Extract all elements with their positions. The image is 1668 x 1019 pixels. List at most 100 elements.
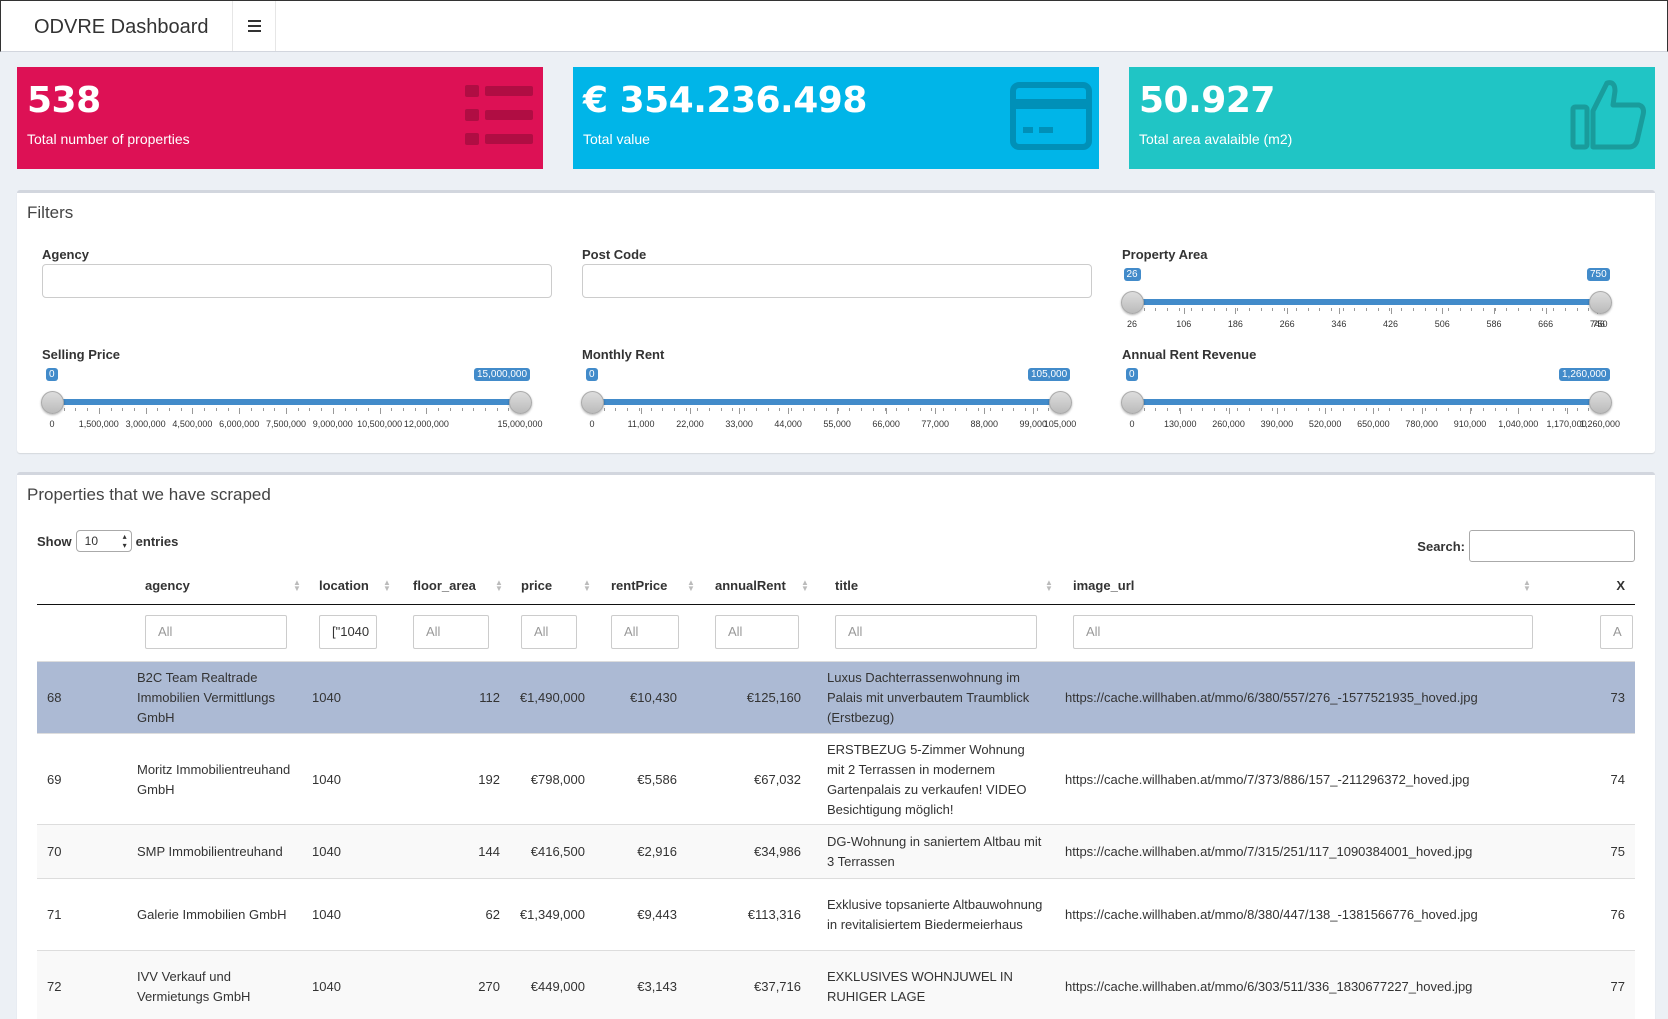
slider-minor-tick [1213, 408, 1215, 411]
brand-title[interactable]: ODVRE Dashboard [34, 16, 209, 38]
slider-tick-label: 22,000 [676, 419, 704, 429]
slider-max-handle[interactable] [1589, 391, 1612, 414]
column-header-agency[interactable]: agency ▲ ▼ [145, 567, 303, 605]
credit-card-icon [1010, 82, 1092, 150]
postcode-input[interactable] [582, 264, 1092, 298]
sort-icon[interactable]: ▲ ▼ [583, 578, 591, 593]
slider-max-handle[interactable] [509, 391, 532, 414]
cell-id: 70 [47, 844, 62, 859]
column-header-image-url[interactable]: image_url ▲ ▼ [1073, 567, 1533, 605]
slider-minor-tick [1553, 408, 1555, 411]
slider-min-handle[interactable] [1121, 291, 1144, 314]
cell-x: 77 [1610, 979, 1625, 994]
column-filter-input[interactable]: All [521, 615, 577, 649]
column-header-title[interactable]: title ▲ ▼ [835, 567, 1055, 605]
slider-minor-tick [1389, 308, 1391, 311]
selling-price-slider[interactable]: 0 1,500,000 3,000,000 4,500,000 6,000,000 7,5… [41, 368, 543, 438]
table-row[interactable]: 72 IVV Verkauf und Vermietungs GmbH 1040 27… [37, 950, 1635, 1019]
slider-minor-tick [1330, 308, 1332, 311]
column-filter-input[interactable]: All [145, 615, 287, 649]
sort-icon[interactable]: ▲ ▼ [801, 578, 809, 593]
slider-minor-tick [1178, 408, 1180, 411]
property-area-slider[interactable]: 26 106 186 266 346 426 506 586 666 746 750 26 750 [1121, 268, 1612, 338]
sort-icon[interactable]: ▲ ▼ [293, 578, 301, 593]
slider-minor-tick [1155, 408, 1157, 411]
slider-major-tick [239, 408, 241, 414]
slider-minor-tick [1295, 408, 1297, 411]
slider-min-handle[interactable] [1121, 391, 1144, 414]
slider-minor-tick [896, 408, 898, 411]
table-row[interactable]: 70 SMP Immobilientreuhand 1040 144 €416,500 €… [37, 824, 1635, 878]
slider-minor-tick [1412, 408, 1414, 411]
slider-minor-tick [1284, 308, 1286, 311]
column-filter-input[interactable]: A [1600, 615, 1633, 649]
hamburger-icon[interactable] [232, 1, 276, 51]
slider-min-handle[interactable] [581, 391, 604, 414]
column-header-x[interactable]: X [1550, 567, 1640, 605]
column-header-floor-area[interactable]: floor_area ▲ ▼ [413, 567, 505, 605]
sort-icon[interactable]: ▲ ▼ [1523, 578, 1531, 593]
slider-minor-tick [344, 408, 346, 411]
cell-location: 1040 [312, 844, 341, 859]
slider-tick-label: 66,000 [872, 419, 900, 429]
slider-minor-tick [1260, 408, 1262, 411]
slider-minor-tick [321, 408, 323, 411]
sort-icon[interactable]: ▲ ▼ [495, 578, 503, 593]
slider-minor-tick [790, 408, 792, 411]
column-filter-input[interactable]: All [835, 615, 1037, 649]
table-row[interactable]: 69 Moritz Immobilientreuhand GmbH 1040 192 €… [37, 733, 1635, 824]
slider-track[interactable] [52, 399, 520, 405]
slider-major-tick [1338, 308, 1340, 314]
slider-tick-label: 266 [1279, 319, 1295, 329]
slider-track[interactable] [1132, 399, 1600, 405]
slider-minor-tick [779, 408, 781, 411]
column-filter-input[interactable]: All [1073, 615, 1533, 649]
slider-minor-tick [403, 408, 404, 411]
slider-tick-label: 77,000 [921, 419, 949, 429]
slider-minor-tick [954, 408, 956, 411]
slider-max-handle[interactable] [1049, 391, 1072, 414]
slider-major-tick [1518, 408, 1520, 414]
slider-track[interactable] [1132, 299, 1600, 305]
cell-image-url: https://cache.willhaben.at/mmo/6/380/557… [1065, 690, 1478, 705]
agency-input[interactable] [42, 264, 552, 298]
cell-x: 76 [1610, 907, 1625, 922]
column-filter-input[interactable]: All [611, 615, 679, 649]
column-filter-input[interactable]: All [413, 615, 489, 649]
column-header-label: image_url [1073, 578, 1135, 593]
annual-rent-label: Annual Rent Revenue [1122, 347, 1257, 362]
table-row[interactable]: 68 B2C Team Realtrade Immobilien Vermittl… [37, 661, 1635, 733]
slider-minor-tick [1564, 308, 1566, 311]
column-filter-input[interactable]: All [715, 615, 799, 649]
slider-major-tick [1235, 308, 1237, 314]
slider-max-handle[interactable] [1589, 291, 1612, 314]
monthly-rent-slider[interactable]: 0 11,000 22,000 33,000 44,000 55,000 66,000 77,… [581, 368, 1076, 438]
column-filter-input[interactable]: ["1040 [319, 615, 377, 649]
slider-minor-tick [180, 408, 182, 411]
sort-icon[interactable]: ▲ ▼ [1045, 578, 1053, 593]
sort-icon[interactable]: ▲ ▼ [687, 578, 695, 593]
slider-minor-tick [227, 408, 229, 411]
column-header-rentprice[interactable]: rentPrice ▲ ▼ [611, 567, 697, 605]
slider-min-handle[interactable] [41, 391, 64, 414]
slider-minor-tick [1529, 308, 1531, 311]
slider-minor-tick [662, 408, 664, 411]
slider-major-tick [1390, 308, 1392, 314]
table-row[interactable]: 71 Galerie Immobilien GmbH 1040 62 €1,349,00… [37, 878, 1635, 950]
slider-minor-tick [133, 408, 135, 411]
slider-track[interactable] [592, 399, 1060, 405]
slider-minor-tick [837, 408, 839, 411]
entries-select[interactable]: 10 [75, 530, 132, 552]
sort-icon[interactable]: ▲ ▼ [383, 578, 391, 593]
slider-minor-tick [1494, 308, 1496, 311]
slider-minor-tick [1202, 408, 1204, 411]
search-input[interactable] [1469, 530, 1635, 562]
column-header-price[interactable]: price ▲ ▼ [521, 567, 593, 605]
column-header-location[interactable]: location ▲ ▼ [319, 567, 393, 605]
annual-rent-slider[interactable]: 0 130,000 260,000 390,000 520,000 650,000 780,… [1121, 368, 1620, 438]
slider-minor-tick [732, 408, 734, 411]
column-header-annualrent[interactable]: annualRent ▲ ▼ [715, 567, 811, 605]
slider-minor-tick [1424, 308, 1426, 311]
slider-minor-tick [1459, 408, 1461, 411]
value-box-total-value: € 354.236.498 Total value [573, 67, 1099, 169]
